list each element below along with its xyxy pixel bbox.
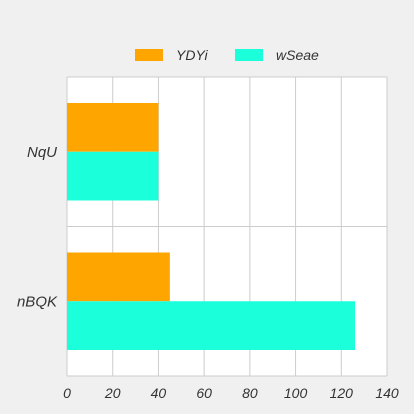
bar [67,252,170,302]
x-tick-label: 140 [375,385,399,401]
legend-label: wSeae [276,47,319,63]
bar [67,103,159,152]
x-tick-label: 120 [330,385,354,401]
y-category-label: NqU [27,144,57,161]
bar [67,301,355,350]
x-tick-label: 60 [196,385,212,401]
x-tick-label: 20 [104,385,121,401]
x-tick-label: 100 [284,385,308,401]
x-tick-label: 80 [242,385,258,401]
legend-label: YDYi [176,47,209,63]
legend-swatch [235,49,263,61]
legend: YDYi wSeae [135,47,319,63]
y-axis: NqU nBQK [17,144,58,311]
x-axis: 0 20 40 60 80 100 120 140 [63,385,399,401]
bars [67,103,355,350]
legend-swatch [135,49,163,61]
bar [67,151,159,201]
y-category-label: nBQK [17,293,58,310]
x-tick-label: 0 [63,385,71,401]
x-tick-label: 40 [151,385,167,401]
